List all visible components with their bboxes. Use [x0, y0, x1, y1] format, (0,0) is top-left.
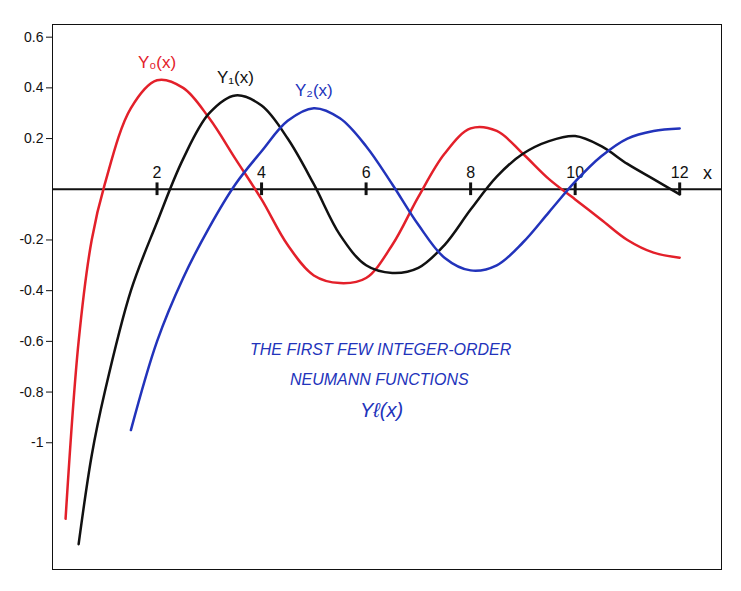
- svg-text:-0.8: -0.8: [19, 384, 43, 400]
- html-text:THE FIRST FEW INTEGER-ORDER: THE FIRST FEW INTEGER-ORDER: [250, 341, 512, 358]
- svg-text:12: 12: [671, 164, 689, 181]
- svg-text:Y₁(x): Y₁(x): [217, 68, 254, 87]
- svg-text:Y₂(x): Y₂(x): [295, 81, 333, 100]
- svg-text:4: 4: [257, 164, 266, 181]
- svg-text:-0.2: -0.2: [19, 231, 43, 247]
- svg-text:0.6: 0.6: [24, 29, 44, 45]
- svg-text:6: 6: [362, 164, 371, 181]
- html-text:Yℓ(x): Yℓ(x): [360, 399, 404, 421]
- svg-text:-0.4: -0.4: [19, 282, 43, 298]
- svg-text:2: 2: [153, 164, 162, 181]
- svg-text:8: 8: [466, 164, 475, 181]
- svg-text:0.2: 0.2: [24, 130, 44, 146]
- svg-text:Y₀(x): Y₀(x): [138, 53, 176, 72]
- html-text:NEUMANN FUNCTIONS: NEUMANN FUNCTIONS: [290, 371, 469, 388]
- svg-text:0.4: 0.4: [24, 79, 44, 95]
- svg-text:x: x: [703, 163, 712, 183]
- svg-text:-0.6: -0.6: [19, 333, 43, 349]
- svg-text:10: 10: [566, 164, 584, 181]
- svg-text:-1: -1: [31, 434, 44, 450]
